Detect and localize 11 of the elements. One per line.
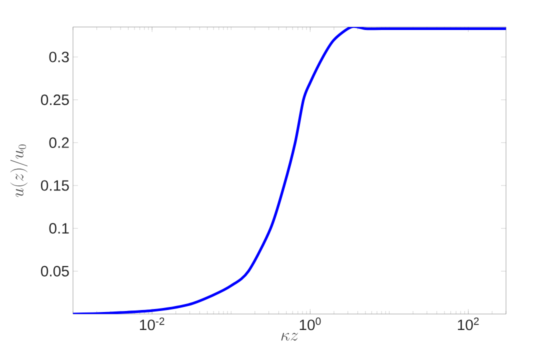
y-tick-label: 0.3 [49,52,69,62]
y-tick-label: 0.15 [40,180,69,191]
y-axis-title: $u(z)/u_0$ [10,144,28,197]
x-tick-label: 10$^{0}$ [300,318,321,330]
x-tick-label: 10$^{-2}$ [140,318,164,330]
y-tick-label: 0.1 [49,223,69,234]
x-tick-label: 10$^{2}$ [458,318,479,330]
y-tick-label: 0.05 [40,266,69,276]
x-axis-title: $\kappa z$ [281,332,298,341]
y-tick-label: 0.25 [40,94,69,106]
y-tick-label: 0.2 [49,137,69,148]
